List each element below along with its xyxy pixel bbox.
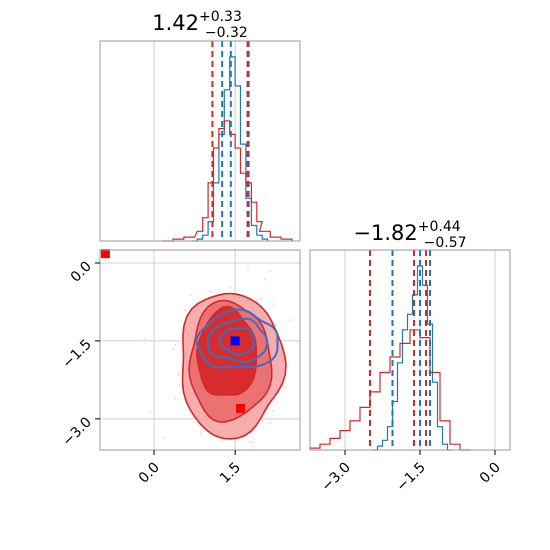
red-marker-corner [100,249,110,259]
x-marginal-title-minus: −0.32 [205,25,248,41]
scatter-point [189,294,192,297]
y-marginal-x-tick-label: −3.0 [318,460,353,495]
joint-panel: 0.0 1.5 0.0 −1.5 −3.0 [59,249,301,487]
joint-y-tick-label: −1.5 [59,336,94,371]
scatter-point [275,323,278,326]
blue-contour-2 [218,327,255,356]
joint-frame [99,249,301,451]
x-marginal-quantile-lines [211,41,250,241]
scatter-point [263,278,266,281]
histogram-series-1 [309,329,470,451]
joint-x-tick-label: 1.5 [217,460,244,487]
x-marginal-frame [99,40,301,242]
histogram-series-0 [191,56,269,242]
y-marginal-x-tick-label: −1.5 [393,460,428,495]
scatter-point [272,409,275,412]
x-marginal-title-value: 1.42 [152,11,199,35]
scatter-point [178,384,181,387]
scatter-point [182,418,185,421]
y-marginal-title-value: −1.82 [353,221,417,245]
histogram-series-1 [162,120,293,242]
scatter-point [289,319,292,322]
y-marginal-panel: −3.0 −1.5 0.0 −1.82+0.44 −0.57 [309,219,511,495]
scatter-point [262,420,265,423]
scatter-point [246,268,250,271]
blue-contour-0 [195,308,279,369]
x-marginal-histograms [162,56,293,242]
scatter-point [269,421,272,424]
histogram-series-0 [372,265,453,451]
scatter-point [260,297,263,300]
x-marginal-title-plus: +0.33 [199,9,242,25]
scatter-point [269,270,272,273]
y-marginal-x-ticks: −3.0 −1.5 0.0 [318,450,504,495]
scatter-point [148,410,151,414]
joint-contours [181,292,287,440]
joint-y-ticks: 0.0 −1.5 −3.0 [59,259,100,450]
scatter-point [173,397,177,400]
y-marginal-title-minus: −0.57 [424,235,467,251]
scatter-point [272,303,275,306]
scatter-point [179,329,182,332]
joint-x-tick-label: 0.0 [136,460,163,487]
joint-y-tick-label: 0.0 [68,259,95,286]
y-marginal-title-plus: +0.44 [418,219,461,235]
joint-markers [100,249,246,413]
scatter-point [163,437,166,440]
scatter-point [249,440,252,444]
scatter-point [229,286,232,289]
scatter-point [143,338,146,341]
red-marker-main [236,403,246,413]
scatter-point [174,343,177,346]
y-marginal-frame [309,249,511,451]
y-marginal-quantile-lines [369,250,431,450]
joint-x-ticks: 0.0 1.5 [136,450,244,487]
x-marginal-background [100,41,300,241]
scatter-point [172,348,175,351]
x-marginal-title: 1.42+0.33 −0.32 [152,9,248,41]
y-marginal-title: −1.82+0.44 −0.57 [353,219,466,251]
blue-marker [230,336,240,346]
joint-y-tick-label: −3.0 [59,414,94,449]
scatter-point [210,290,213,293]
scatter-point [200,432,203,435]
x-marginal-panel: 1.42+0.33 −0.32 [99,9,301,242]
y-marginal-histograms [309,265,470,451]
scatter-point [256,299,259,302]
y-marginal-x-tick-label: 0.0 [477,460,504,487]
blue-contour-1 [206,317,269,364]
scatter-point [197,424,200,427]
scatter-point [184,308,187,311]
scatter-point [177,372,180,375]
y-marginal-background [310,250,510,450]
